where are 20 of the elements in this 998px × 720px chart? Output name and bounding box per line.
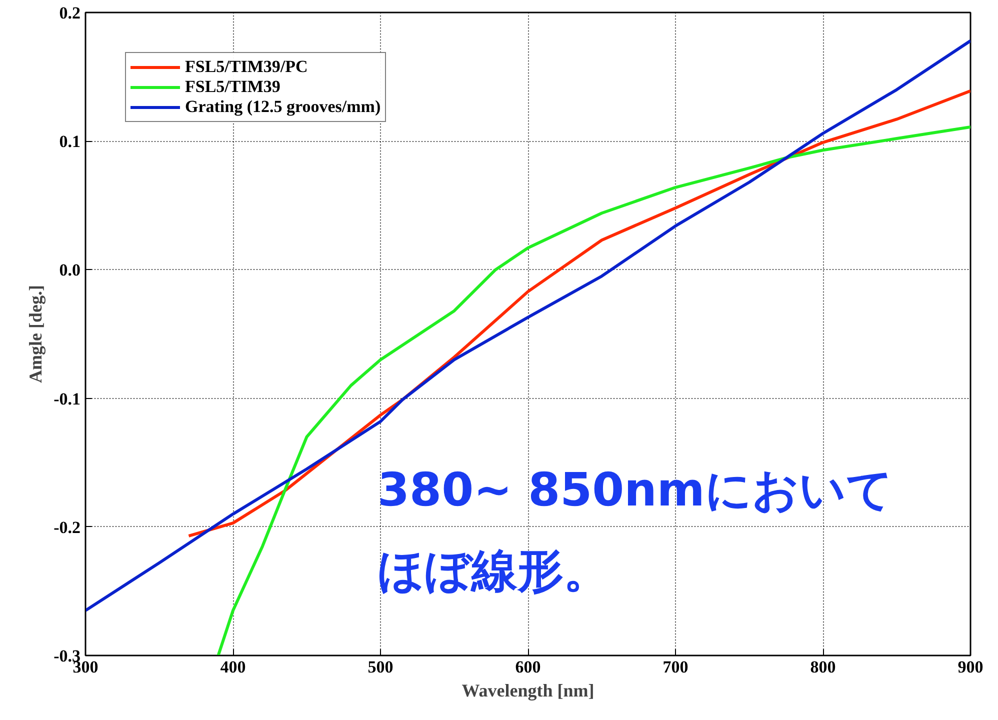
x-tick-label: 400 bbox=[220, 658, 246, 676]
y-tick-label: -0.1 bbox=[54, 389, 81, 408]
annotation: 380~ 850nmにおいて bbox=[378, 462, 893, 517]
line-series bbox=[216, 125, 970, 656]
x-tick-label: 500 bbox=[368, 658, 394, 676]
legend-label: FSL5/TIM39 bbox=[185, 77, 280, 97]
x-tick-label: 700 bbox=[662, 658, 688, 676]
x-tick-label: 800 bbox=[810, 658, 836, 676]
y-tick-label: 0.1 bbox=[59, 132, 80, 152]
y-axis-title: Amgle [deg.] bbox=[26, 285, 46, 383]
y-tick-label: 0.2 bbox=[59, 4, 80, 22]
x-axis-title: Wavelength [nm] bbox=[462, 680, 594, 700]
y-tick-label: 0.0 bbox=[59, 260, 80, 280]
x-tick-label: 600 bbox=[515, 658, 541, 676]
annotation: ほぼ線形。 bbox=[378, 544, 610, 598]
line-series bbox=[86, 39, 970, 612]
legend-label: FSL5/TIM39/PC bbox=[185, 57, 308, 77]
legend-label: Grating (12.5 grooves/mm) bbox=[185, 97, 381, 117]
y-tick-label: -0.2 bbox=[54, 518, 81, 537]
x-tick-label: 900 bbox=[958, 658, 984, 676]
